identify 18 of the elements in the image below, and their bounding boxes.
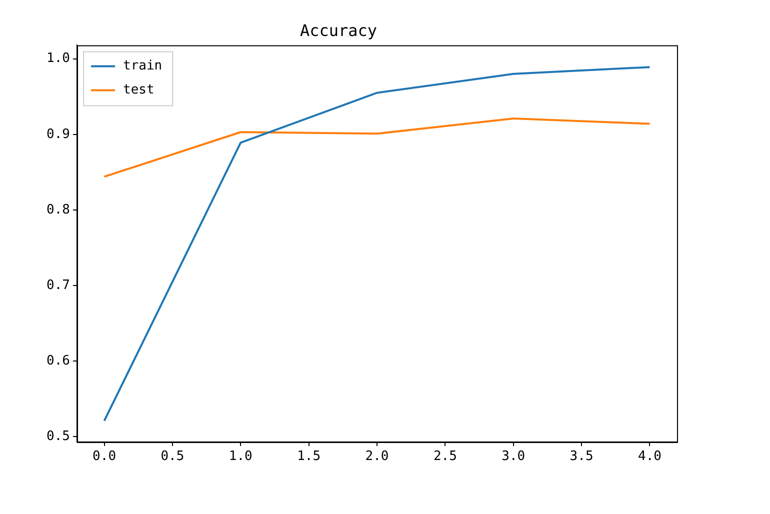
- y-tick-label: 0.9: [46, 126, 70, 142]
- y-tick-label: 0.5: [46, 429, 70, 444]
- y-tick-label: 0.6: [46, 354, 70, 369]
- x-tick-label: 1.5: [297, 449, 321, 464]
- legend-label: train: [123, 58, 162, 74]
- x-tick-label: 2.5: [433, 449, 457, 464]
- x-tick-label: 3.5: [570, 449, 594, 464]
- x-tick-label: 4.0: [638, 449, 662, 464]
- x-tick-label: 0.5: [160, 449, 184, 464]
- x-tick-label: 1.0: [228, 449, 252, 464]
- y-tick-label: 1.0: [46, 51, 70, 66]
- x-tick-label: 2.0: [365, 449, 389, 464]
- y-tick-label: 0.7: [46, 278, 70, 293]
- x-tick-label: 0.0: [92, 449, 116, 464]
- legend-label: test: [123, 82, 154, 98]
- chart-title: Accuracy: [300, 20, 378, 40]
- y-tick-label: 0.8: [46, 202, 70, 218]
- x-tick-label: 3.0: [502, 449, 526, 464]
